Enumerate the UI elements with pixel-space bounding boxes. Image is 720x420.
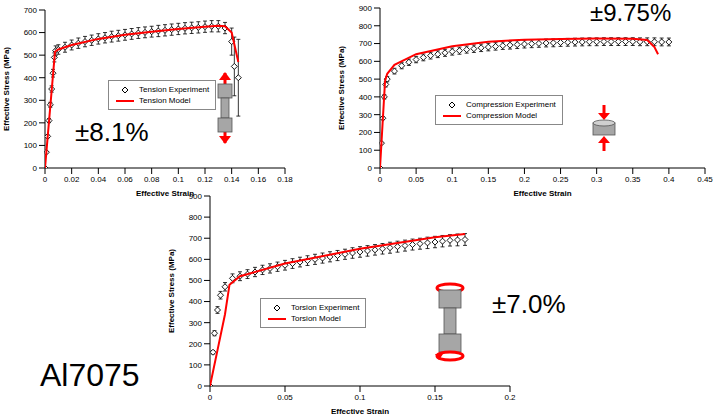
svg-text:0.16: 0.16 <box>251 175 267 184</box>
html-text:±9.75%: ±9.75% <box>590 0 672 26</box>
html-text:Compression Model: Compression Model <box>466 111 538 120</box>
html-text:Torsion Experiment: Torsion Experiment <box>291 303 360 312</box>
svg-text:200: 200 <box>189 340 203 349</box>
svg-text:700: 700 <box>24 6 38 15</box>
svg-text:500: 500 <box>24 51 38 60</box>
html-text:Al7075: Al7075 <box>40 357 140 393</box>
svg-text:100: 100 <box>189 361 203 370</box>
html-text:Torsion Model: Torsion Model <box>291 314 341 323</box>
svg-text:700: 700 <box>359 39 373 48</box>
svg-text:700: 700 <box>189 234 203 243</box>
svg-text:200: 200 <box>24 119 38 128</box>
svg-text:600: 600 <box>189 255 203 264</box>
html-text:±7.0%: ±7.0% <box>492 289 566 319</box>
svg-text:0.18: 0.18 <box>277 175 293 184</box>
svg-text:300: 300 <box>189 319 203 328</box>
svg-text:500: 500 <box>359 75 373 84</box>
svg-text:0.06: 0.06 <box>117 175 133 184</box>
svg-text:400: 400 <box>189 297 203 306</box>
svg-text:0.1: 0.1 <box>447 175 459 184</box>
svg-text:0.05: 0.05 <box>277 393 293 402</box>
svg-text:100: 100 <box>24 141 38 150</box>
svg-text:0.12: 0.12 <box>197 175 213 184</box>
svg-text:0: 0 <box>378 175 383 184</box>
svg-text:900: 900 <box>189 192 203 201</box>
svg-text:0: 0 <box>368 164 373 173</box>
html-text:±8.1%: ±8.1% <box>75 117 149 147</box>
svg-text:Effective Stress (MPa): Effective Stress (MPa) <box>167 249 176 333</box>
svg-text:800: 800 <box>189 213 203 222</box>
svg-text:Effective Strain: Effective Strain <box>136 189 194 198</box>
svg-text:0.45: 0.45 <box>697 175 712 184</box>
svg-text:500: 500 <box>189 276 203 285</box>
svg-text:Effective Strain: Effective Strain <box>331 407 389 416</box>
svg-text:0.4: 0.4 <box>663 175 675 184</box>
svg-text:900: 900 <box>359 4 373 13</box>
svg-text:600: 600 <box>24 28 38 37</box>
svg-text:0.3: 0.3 <box>591 175 603 184</box>
svg-text:0.1: 0.1 <box>173 175 185 184</box>
svg-text:800: 800 <box>359 22 373 31</box>
svg-text:0.15: 0.15 <box>481 175 497 184</box>
svg-text:0.08: 0.08 <box>144 175 160 184</box>
svg-text:200: 200 <box>359 128 373 137</box>
svg-text:0.35: 0.35 <box>625 175 641 184</box>
svg-text:0.05: 0.05 <box>408 175 424 184</box>
svg-text:0: 0 <box>43 175 48 184</box>
svg-text:300: 300 <box>24 96 38 105</box>
svg-text:Effective Stress (MPa): Effective Stress (MPa) <box>8 47 11 131</box>
svg-text:100: 100 <box>359 146 373 155</box>
svg-text:0.1: 0.1 <box>354 393 366 402</box>
svg-text:0.14: 0.14 <box>224 175 240 184</box>
html-text:Tension Experiment: Tension Experiment <box>139 85 210 94</box>
svg-text:400: 400 <box>359 93 373 102</box>
svg-text:Effective Stress (MPa): Effective Stress (MPa) <box>337 46 346 130</box>
svg-text:0.02: 0.02 <box>64 175 80 184</box>
svg-text:0.25: 0.25 <box>553 175 569 184</box>
svg-text:0.15: 0.15 <box>427 393 443 402</box>
svg-text:600: 600 <box>359 57 373 66</box>
html-text:Compression Experiment: Compression Experiment <box>466 100 556 109</box>
svg-text:0.2: 0.2 <box>519 175 531 184</box>
svg-text:300: 300 <box>359 111 373 120</box>
svg-text:0: 0 <box>198 382 203 391</box>
svg-text:0.04: 0.04 <box>91 175 107 184</box>
svg-text:0: 0 <box>33 164 38 173</box>
svg-text:0.2: 0.2 <box>504 393 516 402</box>
svg-text:0: 0 <box>208 393 213 402</box>
html-text:Tension Model: Tension Model <box>139 96 191 105</box>
svg-text:Effective Strain: Effective Strain <box>513 189 571 198</box>
svg-text:400: 400 <box>24 74 38 83</box>
